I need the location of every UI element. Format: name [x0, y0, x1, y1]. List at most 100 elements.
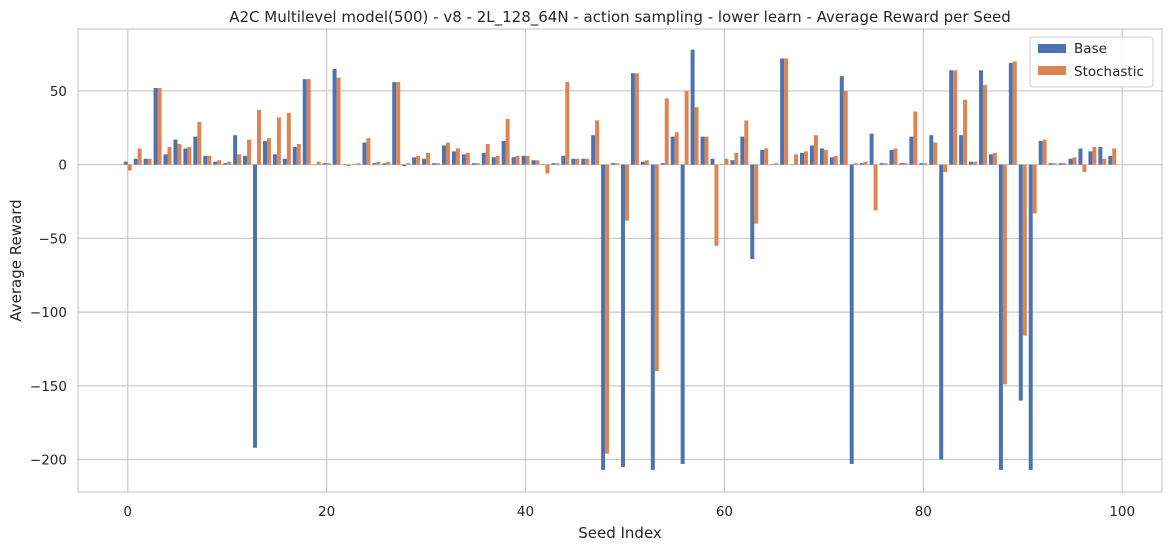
bar-base	[929, 135, 934, 165]
bar-base	[501, 141, 506, 165]
bar-base	[173, 139, 178, 165]
bar-stochastic	[416, 155, 421, 165]
bar-stochastic	[356, 163, 361, 165]
y-tick-label: −100	[30, 305, 67, 321]
y-tick-label: −150	[30, 379, 67, 395]
bar-stochastic	[813, 135, 818, 165]
bar-base	[869, 133, 874, 165]
bar-base	[591, 135, 596, 165]
bar-base	[282, 158, 287, 165]
bar-stochastic	[664, 98, 669, 165]
bar-base	[461, 154, 466, 165]
bar-stochastic	[1062, 163, 1067, 165]
bar-base	[571, 158, 576, 165]
bar-base	[471, 163, 476, 165]
bar-base	[402, 164, 407, 167]
bar-base	[481, 152, 486, 165]
bar-base	[1058, 163, 1063, 165]
bar-stochastic	[515, 155, 520, 165]
y-tick-labels: −200 −150 −100 −50 0 50	[30, 84, 67, 469]
bar-stochastic	[575, 158, 580, 165]
bar-stochastic	[1032, 164, 1037, 214]
bar-base	[670, 136, 675, 165]
bar-stochastic	[1092, 146, 1097, 165]
bar-stochastic	[674, 132, 679, 165]
bar-base	[680, 164, 685, 464]
bar-stochastic	[396, 82, 401, 165]
bar-base	[969, 161, 974, 165]
bar-base	[441, 145, 446, 165]
bar-base	[819, 148, 824, 165]
legend-label-base: Base	[1074, 41, 1107, 57]
bar-base	[521, 155, 526, 165]
bar-stochastic	[436, 163, 440, 165]
bar-base	[581, 158, 586, 165]
bar-base	[740, 136, 745, 165]
bar-stochastic	[734, 152, 739, 165]
bar-stochastic	[853, 163, 858, 165]
bars	[123, 49, 1117, 470]
bar-base	[203, 155, 208, 165]
bar-stochastic	[247, 139, 252, 165]
bar-stochastic	[485, 144, 490, 165]
bar-stochastic	[535, 160, 540, 165]
bar-stochastic	[197, 121, 202, 165]
bar-base	[690, 49, 695, 165]
bar-stochastic	[1002, 164, 1007, 385]
bar-stochastic	[276, 117, 281, 165]
bar-base	[1108, 155, 1113, 165]
bar-base	[213, 161, 218, 165]
bar-stochastic	[903, 163, 908, 165]
bar-stochastic	[187, 146, 192, 165]
bar-stochastic	[505, 118, 510, 165]
bar-stochastic	[654, 164, 659, 372]
bar-base	[800, 152, 804, 165]
bar-stochastic	[306, 79, 311, 165]
legend: Base Stochastic	[1029, 36, 1154, 88]
bar-base	[272, 154, 277, 165]
bar-base	[253, 164, 258, 448]
bar-base	[601, 164, 606, 470]
bar-stochastic	[863, 161, 868, 165]
bar-base	[531, 160, 536, 165]
bar-stochastic	[545, 164, 550, 174]
bar-stochastic	[455, 148, 460, 165]
bar-stochastic	[1112, 148, 1117, 165]
bar-stochastic	[595, 120, 600, 165]
bar-stochastic	[764, 148, 769, 165]
bar-stochastic	[366, 138, 371, 165]
bar-stochastic	[843, 90, 848, 165]
bar-stochastic	[744, 120, 749, 165]
bar-stochastic	[634, 73, 639, 165]
bar-stochastic	[982, 85, 987, 165]
bar-base	[1068, 158, 1073, 165]
bar-base	[163, 154, 168, 165]
bar-stochastic	[257, 110, 261, 165]
bar-base	[302, 79, 307, 165]
bar-base	[939, 164, 944, 460]
bar-base	[630, 73, 635, 165]
bar-stochastic	[803, 151, 808, 165]
plot-frame	[77, 28, 1163, 493]
bar-stochastic	[316, 161, 321, 165]
bar-stochastic	[953, 70, 958, 165]
bar-base	[1078, 148, 1083, 165]
x-tick-label: 60	[716, 504, 733, 520]
bar-stochastic	[426, 152, 431, 165]
bar-stochastic	[1052, 163, 1057, 165]
bar-base	[392, 82, 397, 165]
bar-base	[879, 163, 884, 165]
bar-base	[859, 163, 864, 165]
bar-stochastic	[227, 161, 232, 165]
bar-stochastic	[376, 161, 381, 165]
bar-stochastic	[127, 164, 132, 171]
bar-base	[650, 164, 655, 470]
legend-swatch-stochastic	[1038, 66, 1066, 75]
bar-base	[1008, 62, 1013, 165]
bar-base	[979, 70, 983, 165]
bar-base	[780, 58, 785, 165]
bar-stochastic	[585, 158, 590, 165]
y-tick-label: 50	[50, 84, 67, 100]
bar-base	[1028, 164, 1033, 470]
bar-stochastic	[1012, 61, 1017, 165]
